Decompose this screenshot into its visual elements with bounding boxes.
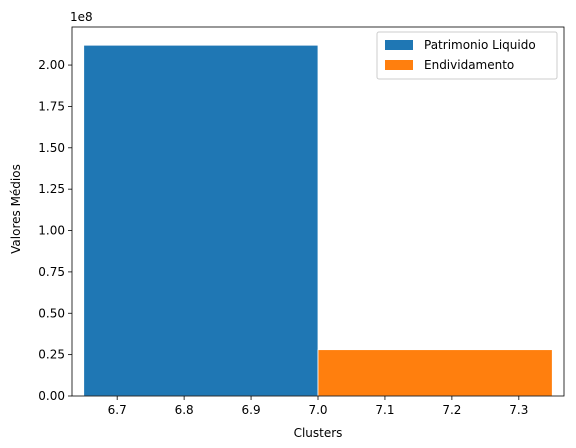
x-tick-label: 6.9 <box>242 403 261 417</box>
bars <box>83 44 553 397</box>
x-tick-label: 6.8 <box>175 403 194 417</box>
y-tick-label: 1.50 <box>38 141 65 155</box>
legend-label-endividamento: Endividamento <box>424 58 514 72</box>
y-tick-label: 0.50 <box>38 306 65 320</box>
y-tick-label: 0.75 <box>38 265 65 279</box>
y-tick-label: 0.00 <box>38 389 65 403</box>
legend-swatch-endividamento <box>385 60 413 70</box>
bar-patrimonio-liquido <box>83 44 319 397</box>
x-axis-label: Clusters <box>294 426 343 440</box>
y-tick-label: 1.00 <box>38 224 65 238</box>
legend: Patrimonio Liquido Endividamento <box>376 31 558 80</box>
x-tick-label: 7.2 <box>442 403 461 417</box>
x-tick-label: 7.3 <box>509 403 528 417</box>
legend-label-patrimonio-liquido: Patrimonio Liquido <box>424 38 536 52</box>
y-offset-label: 1e8 <box>70 10 93 24</box>
x-tick-label: 6.7 <box>108 403 127 417</box>
x-ticks: 6.7 6.8 6.9 7.0 7.1 7.2 7.3 <box>108 396 528 417</box>
y-tick-label: 0.25 <box>38 348 65 362</box>
legend-frame <box>376 31 558 80</box>
x-tick-label: 7.1 <box>375 403 394 417</box>
bar-endividamento <box>317 349 553 397</box>
y-tick-label: 2.00 <box>38 58 65 72</box>
y-tick-label: 1.25 <box>38 182 65 196</box>
x-tick-label: 7.0 <box>308 403 327 417</box>
legend-swatch-patrimonio-liquido <box>385 40 413 50</box>
y-axis-label: Valores Médios <box>9 164 23 254</box>
y-ticks: 0.00 0.25 0.50 0.75 1.00 1.25 1.50 1.75 2.00 <box>38 58 72 403</box>
y-tick-label: 1.75 <box>38 99 65 113</box>
